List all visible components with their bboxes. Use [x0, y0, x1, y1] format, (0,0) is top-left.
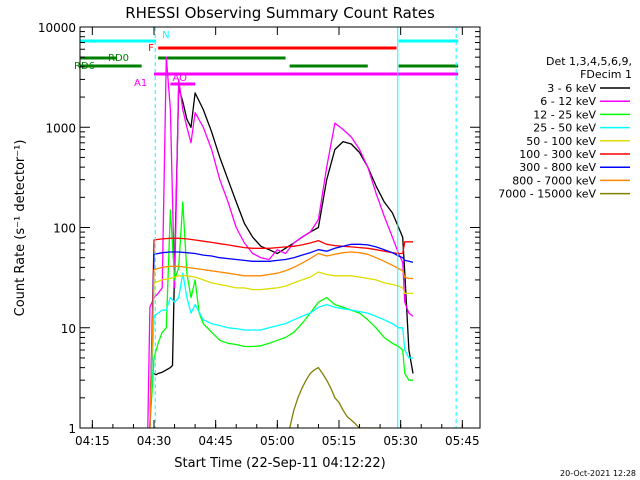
x-tick-label-3: 05:00	[260, 434, 295, 448]
flag-label-rd0: RD0	[108, 53, 129, 64]
legend-header-line-2: FDecim 1	[580, 68, 632, 81]
y-axis-label: Count Rate (s⁻¹ detector⁻¹)	[13, 140, 28, 317]
y-axis-ticks: 1 10 100 1000 10000	[38, 21, 480, 436]
x-tick-label-0: 04:15	[75, 434, 110, 448]
legend-entry-3-6-kev: 3 - 6 keV	[547, 82, 596, 95]
series-line-25-50-kev	[149, 272, 413, 428]
x-tick-label-6: 05:45	[445, 434, 480, 448]
series-line-300-800-kev	[149, 243, 414, 428]
flag-label-f: F	[148, 43, 154, 54]
x-axis-ticks: 04:15 04:30 04:45 05:00 05:15 05:30 05:45	[75, 27, 480, 448]
legend-entry-7000-15000-kev: 7000 - 15000 keV	[498, 188, 596, 201]
y-tick-label-2: 100	[53, 222, 76, 236]
series-line-12-25-kev	[149, 201, 413, 428]
legend-entry-300-800-kev: 300 - 800 keV	[519, 161, 596, 174]
x-tick-label-1: 04:30	[137, 434, 172, 448]
flag-label-ao: AO	[172, 73, 187, 84]
x-axis-label: Start Time (22-Sep-11 04:12:22)	[174, 456, 385, 471]
chart-title: RHESSI Observing Summary Count Rates	[125, 4, 435, 22]
x-tick-label-5: 05:30	[383, 434, 418, 448]
x-tick-label-2: 04:45	[198, 434, 233, 448]
series-line-50-100-kev	[149, 271, 413, 428]
vertical-markers	[154, 27, 457, 428]
series-line-7000-15000-kev	[289, 366, 381, 428]
flag-label-n: N	[162, 30, 169, 41]
series-line-800-7000-kev	[149, 251, 413, 428]
series-line-100-300-kev	[149, 237, 413, 428]
legend-entry-100-300-kev: 100 - 300 keV	[519, 148, 596, 161]
legend-entry-12-25-kev: 12 - 25 keV	[533, 108, 596, 121]
y-tick-label-1: 10	[61, 322, 76, 336]
legend-entry-50-100-kev: 50 - 100 keV	[526, 135, 596, 148]
flag-label-a1: A1	[134, 78, 147, 89]
legend-header-line-1: Det 1,3,4,5,6,9,	[546, 55, 632, 68]
legend-entry-800-7000-kev: 800 - 7000 keV	[512, 174, 596, 187]
x-tick-label-4: 05:15	[322, 434, 357, 448]
y-tick-label-0: 1	[68, 422, 76, 436]
y-tick-label-4: 10000	[38, 21, 76, 35]
legend-entry-25-50-kev: 25 - 50 keV	[533, 122, 596, 135]
y-tick-label-3: 1000	[45, 121, 76, 135]
legend-entry-6-12-kev: 6 - 12 keV	[540, 95, 596, 108]
series-lines	[147, 56, 414, 428]
timestamp: 20-Oct-2021 12:28	[560, 469, 636, 478]
